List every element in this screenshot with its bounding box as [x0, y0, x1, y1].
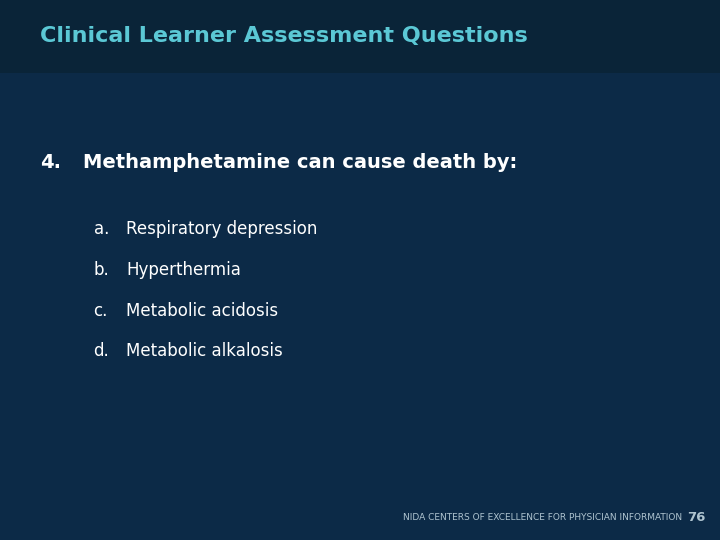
Text: b.: b.	[94, 261, 109, 279]
Text: Respiratory depression: Respiratory depression	[126, 220, 318, 239]
Text: 76: 76	[688, 511, 706, 524]
Text: Hyperthermia: Hyperthermia	[126, 261, 241, 279]
Text: 4.: 4.	[40, 152, 60, 172]
Text: NIDA CENTERS OF EXCELLENCE FOR PHYSICIAN INFORMATION: NIDA CENTERS OF EXCELLENCE FOR PHYSICIAN…	[403, 513, 683, 522]
Text: a.: a.	[94, 220, 109, 239]
Text: Metabolic alkalosis: Metabolic alkalosis	[126, 342, 283, 360]
Text: Metabolic acidosis: Metabolic acidosis	[126, 301, 278, 320]
Text: c.: c.	[94, 301, 108, 320]
Text: Methamphetamine can cause death by:: Methamphetamine can cause death by:	[83, 152, 517, 172]
Text: Clinical Learner Assessment Questions: Clinical Learner Assessment Questions	[40, 26, 527, 46]
FancyBboxPatch shape	[0, 0, 720, 73]
Text: d.: d.	[94, 342, 109, 360]
